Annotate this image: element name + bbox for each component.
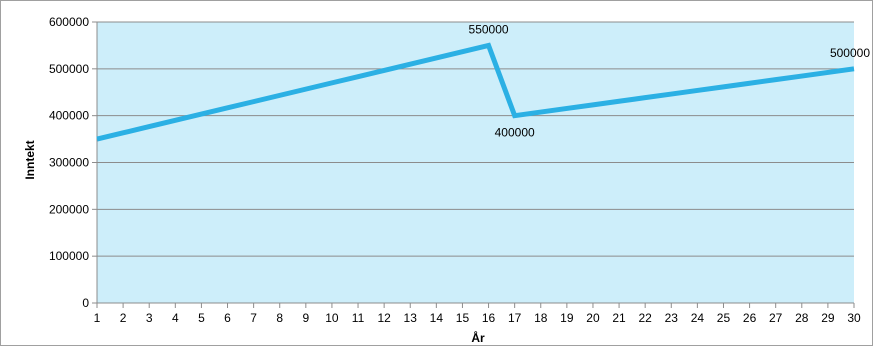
y-axis-ticks: 0 100000 200000 300000 400000 500000 600000 <box>49 15 97 310</box>
x-tick-label: 7 <box>250 311 257 325</box>
x-tick-label: 28 <box>795 311 809 325</box>
x-tick-label: 11 <box>352 311 365 325</box>
x-tick-label: 19 <box>560 311 574 325</box>
x-tick-label: 23 <box>665 311 679 325</box>
x-tick-label: 8 <box>276 311 283 325</box>
y-axis-title: Inntekt <box>23 140 37 179</box>
x-tick-label: 27 <box>769 311 783 325</box>
x-tick-label: 10 <box>325 311 339 325</box>
x-tick-label: 17 <box>508 311 522 325</box>
y-tick-label: 500000 <box>49 62 89 76</box>
x-tick-label: 30 <box>847 311 861 325</box>
x-tick-label: 12 <box>377 311 391 325</box>
x-tick-label: 26 <box>743 311 757 325</box>
x-tick-label: 5 <box>198 311 205 325</box>
x-axis-ticks: 1 2 3 4 5 6 7 8 9 10 11 12 13 14 15 16 17 18 19 20 21 22 23 24 2… <box>94 303 861 325</box>
x-tick-label: 13 <box>404 311 418 325</box>
series-line <box>96 42 855 142</box>
data-labels: 550000 400000 500000 <box>469 22 871 139</box>
x-tick-label: 25 <box>717 311 731 325</box>
x-tick-label: 22 <box>638 311 652 325</box>
x-tick-label: 4 <box>172 311 179 325</box>
y-tick-label: 100000 <box>49 249 89 263</box>
x-tick-label: 21 <box>612 311 626 325</box>
x-tick-label: 29 <box>821 311 835 325</box>
y-tick-label: 400000 <box>49 109 89 123</box>
x-tick-label: 6 <box>224 311 231 325</box>
y-tick-label: 300000 <box>49 156 89 170</box>
x-axis-title: År <box>471 330 485 345</box>
x-tick-label: 15 <box>456 311 470 325</box>
x-tick-label: 14 <box>430 311 444 325</box>
data-label: 400000 <box>495 126 535 140</box>
data-label: 500000 <box>830 46 870 60</box>
x-tick-label: 9 <box>302 311 309 325</box>
y-tick-label: 200000 <box>49 202 89 216</box>
x-tick-label: 3 <box>146 311 153 325</box>
x-tick-label: 18 <box>534 311 548 325</box>
y-tick-label: 600000 <box>49 15 89 29</box>
x-tick-label: 20 <box>586 311 600 325</box>
data-label: 550000 <box>469 22 509 36</box>
x-tick-label: 2 <box>120 311 127 325</box>
gridlines <box>97 21 854 257</box>
x-tick-label: 1 <box>94 311 101 325</box>
y-tick-label: 0 <box>82 296 89 310</box>
x-tick-label: 24 <box>691 311 705 325</box>
x-tick-label: 16 <box>482 311 496 325</box>
